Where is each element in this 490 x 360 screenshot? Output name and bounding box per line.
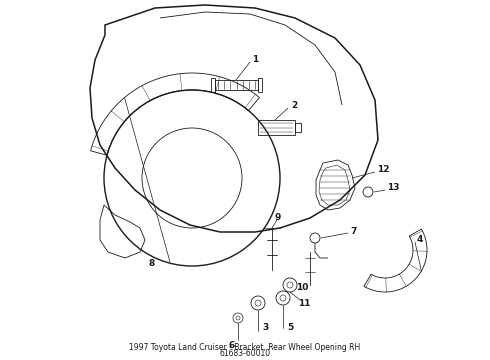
Text: 8: 8 (149, 260, 155, 269)
Text: 2: 2 (291, 102, 297, 111)
Text: 12: 12 (377, 166, 390, 175)
Text: 61683-60010: 61683-60010 (220, 349, 270, 358)
Text: 7: 7 (350, 226, 356, 235)
Text: 5: 5 (287, 324, 293, 333)
Text: 1997 Toyota Land Cruiser - Bracket, Rear Wheel Opening RH: 1997 Toyota Land Cruiser - Bracket, Rear… (129, 343, 361, 352)
Text: 9: 9 (274, 213, 280, 222)
Text: 13: 13 (387, 184, 399, 193)
Text: 3: 3 (262, 323, 268, 332)
Text: 6: 6 (229, 342, 235, 351)
Text: 11: 11 (298, 298, 311, 307)
Text: 4: 4 (417, 235, 423, 244)
Text: 1: 1 (252, 55, 258, 64)
Text: 10: 10 (295, 284, 308, 292)
